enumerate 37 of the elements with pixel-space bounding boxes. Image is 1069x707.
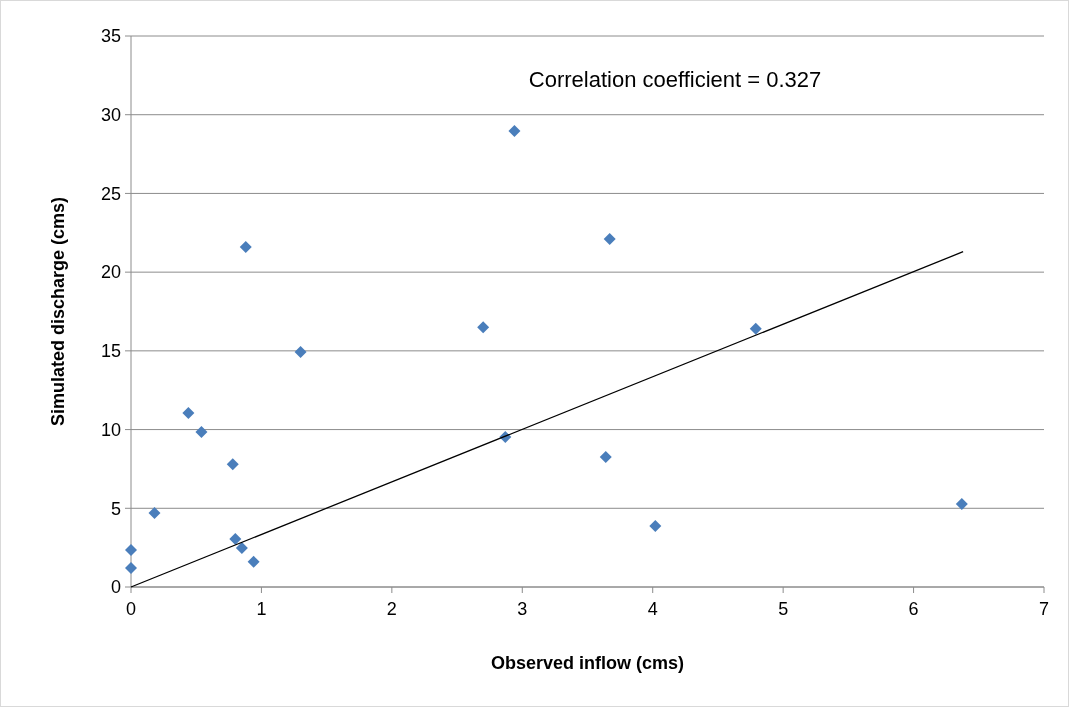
point — [195, 425, 208, 438]
x-tick-label: 4 — [647, 599, 658, 619]
y-tick-label: 0 — [110, 577, 121, 598]
point — [294, 345, 307, 358]
point — [125, 544, 137, 556]
point — [226, 458, 239, 471]
point — [508, 124, 521, 137]
point — [229, 532, 242, 545]
point — [649, 519, 662, 532]
y-tick-label: 10 — [100, 419, 121, 440]
x-tick-label: 3 — [517, 599, 528, 619]
point — [235, 541, 248, 554]
x-tick-label: 2 — [386, 599, 397, 619]
y-tick-label: 25 — [100, 183, 121, 204]
point — [955, 498, 968, 511]
annotation: Correlation coefficient = 0.327 — [528, 66, 822, 92]
point — [148, 507, 161, 520]
y-tick-label: 20 — [100, 262, 121, 283]
x-tick-label: 7 — [1038, 599, 1050, 619]
y-axis-title: Simulated discharge (cms) — [48, 196, 68, 427]
x-tick-label: 1 — [256, 599, 267, 619]
x-tick-label: 5 — [778, 599, 789, 619]
y-tick-label: 30 — [100, 105, 121, 126]
point — [599, 450, 612, 463]
point — [125, 562, 137, 575]
point — [603, 233, 616, 246]
point — [182, 407, 195, 420]
x-axis-title: Observed inflow (cms) — [490, 653, 685, 673]
y-tick-label: 15 — [100, 341, 121, 362]
point — [477, 321, 490, 334]
point — [247, 555, 260, 568]
x-tick-label: 6 — [908, 599, 919, 619]
x-tick-label: 0 — [125, 599, 137, 619]
point — [749, 322, 762, 335]
y-tick-label: 5 — [110, 498, 121, 519]
y-tick-label: 35 — [100, 26, 121, 47]
point — [239, 240, 252, 253]
